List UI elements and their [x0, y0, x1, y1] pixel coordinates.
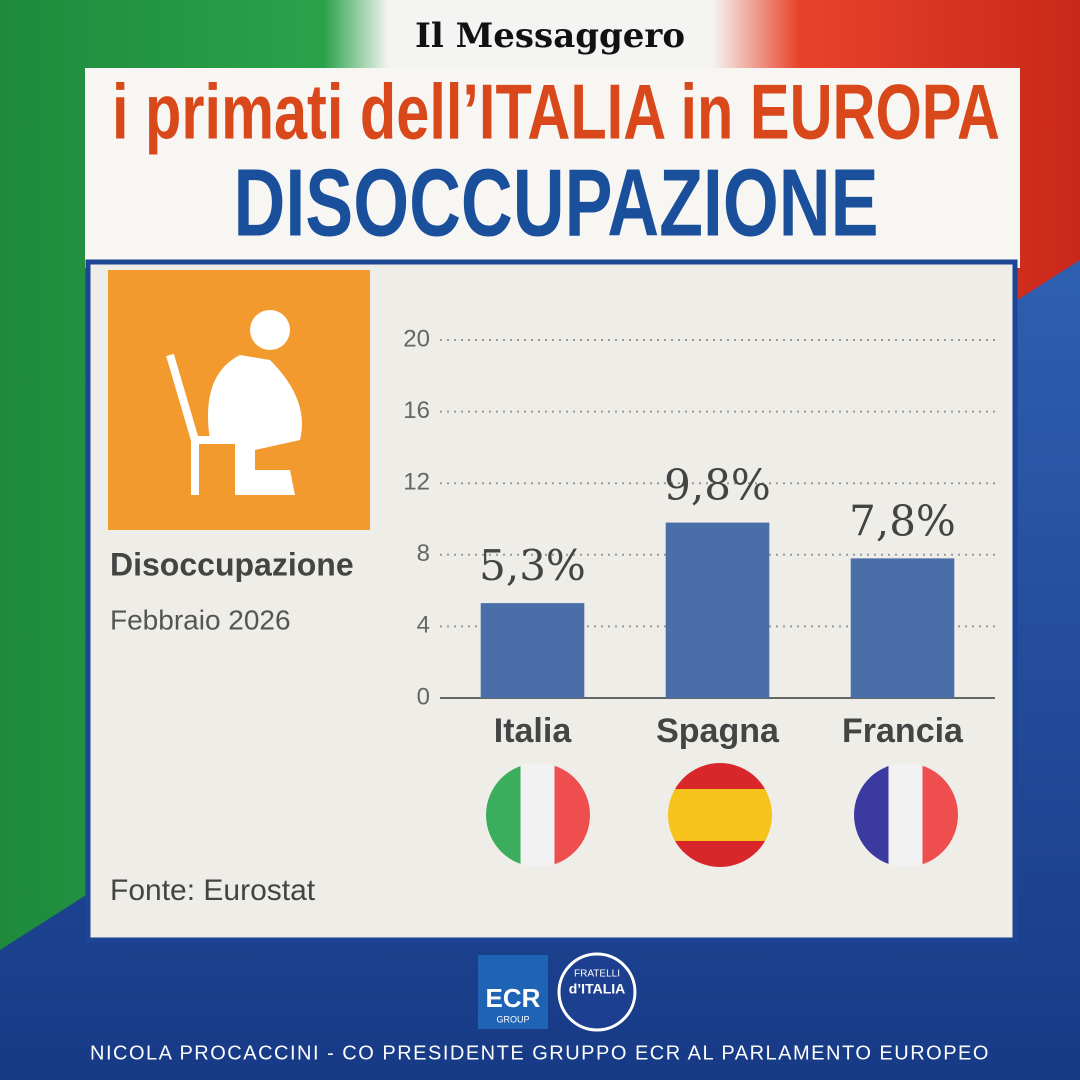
newspaper-name: Il Messaggero	[415, 16, 685, 56]
bar	[850, 558, 955, 698]
logos: ECR GROUP FRATELLI d’ITALIA	[478, 952, 637, 1032]
y-tick-label: 0	[417, 683, 430, 710]
fdi-top: FRATELLI	[574, 969, 620, 980]
bar	[480, 603, 585, 698]
headline: i primati dell’ITALIA in EUROPA	[112, 68, 1000, 156]
flags	[486, 763, 958, 867]
y-tick-label: 16	[403, 397, 430, 424]
ecr-logo: ECR	[486, 983, 541, 1013]
ecr-sub: GROUP	[496, 1014, 529, 1024]
fdi-main: d’ITALIA	[569, 981, 626, 997]
chart-subtitle: Febbraio 2026	[110, 604, 291, 635]
value-label: 7,8%	[849, 496, 956, 545]
chart-title: Disoccupazione	[110, 546, 354, 582]
y-tick-label: 12	[403, 469, 430, 496]
x-tick-label: Francia	[842, 712, 964, 750]
topic: DISOCCUPAZIONE	[234, 149, 879, 256]
y-tick-label: 8	[417, 540, 430, 567]
paper-banner	[85, 68, 1020, 268]
x-tick-label: Italia	[494, 712, 573, 750]
value-label: 5,3%	[479, 541, 586, 590]
source: Fonte: Eurostat	[110, 874, 316, 907]
icon	[108, 270, 370, 530]
y-tick-label: 20	[403, 325, 430, 352]
bar	[665, 522, 770, 698]
y-tick-label: 4	[417, 612, 430, 639]
footer: NICOLA PROCACCINI - CO PRESIDENTE GRUPPO…	[90, 1042, 990, 1064]
value-label: 9,8%	[664, 461, 771, 510]
x-tick-label: Spagna	[656, 712, 780, 750]
